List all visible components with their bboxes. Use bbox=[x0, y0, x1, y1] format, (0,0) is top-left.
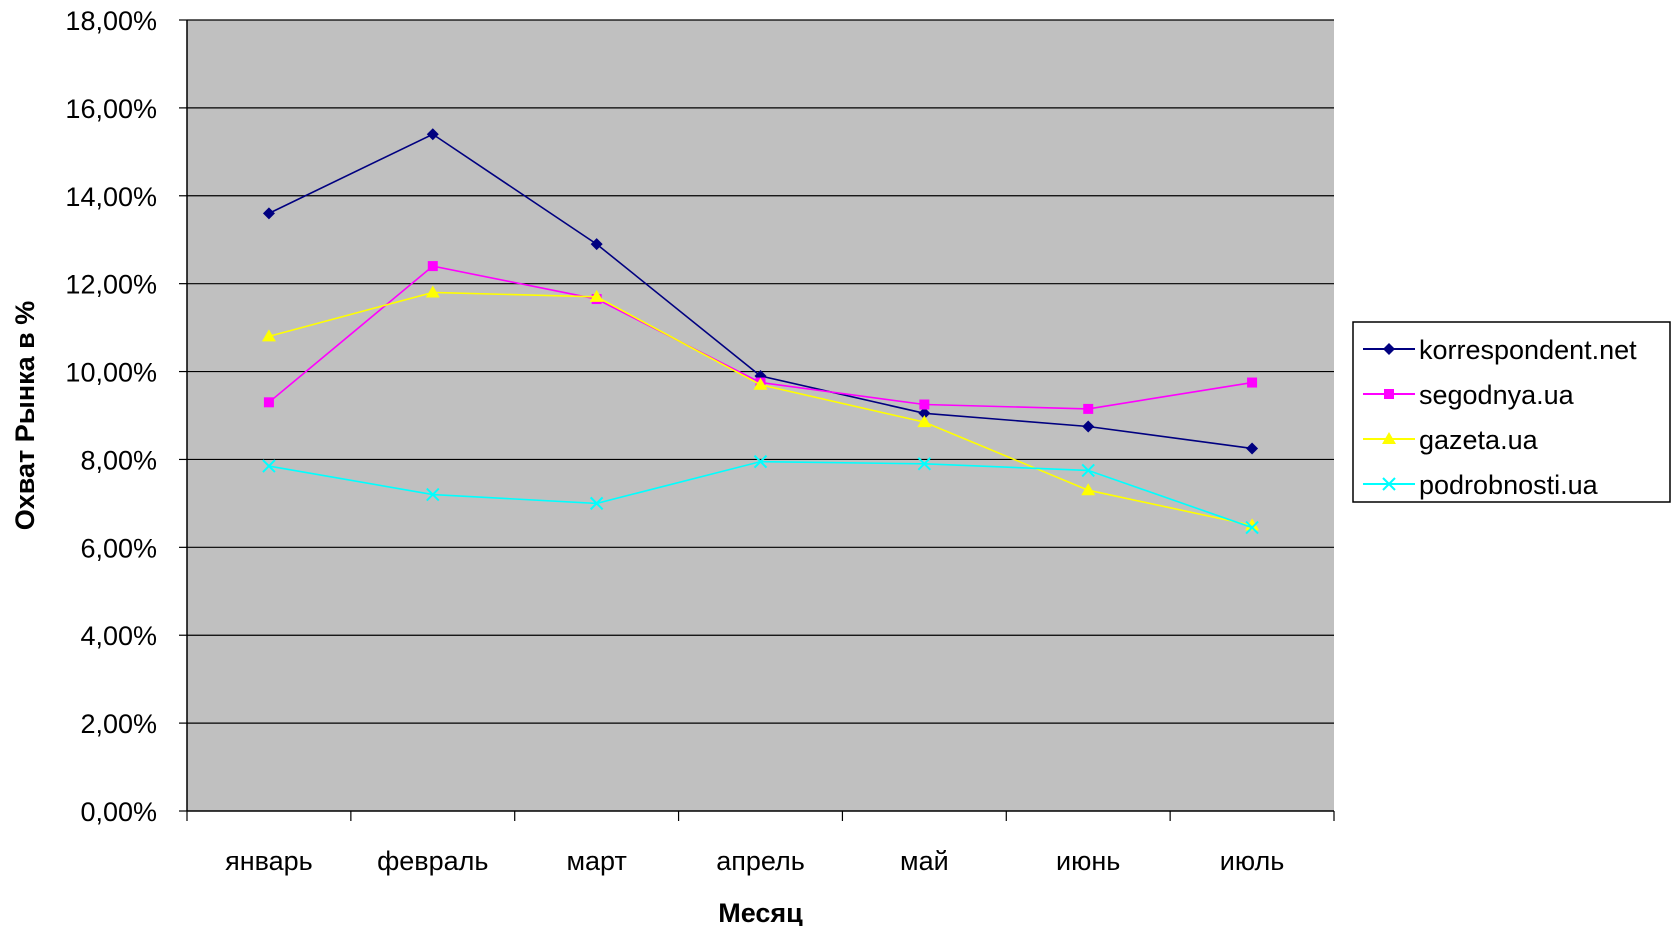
x-tick-label: январь bbox=[225, 846, 313, 876]
y-tick-label: 4,00% bbox=[80, 621, 157, 651]
legend-item: gazeta.ua bbox=[1363, 425, 1539, 455]
data-point bbox=[917, 457, 932, 471]
legend-item: korrespondent.net bbox=[1363, 335, 1637, 365]
legend-marker bbox=[1383, 343, 1395, 355]
data-point bbox=[1246, 442, 1259, 455]
data-point bbox=[753, 454, 768, 469]
y-tick-label: 0,00% bbox=[80, 797, 157, 827]
data-point bbox=[261, 329, 276, 342]
data-point bbox=[1082, 420, 1095, 433]
data-point bbox=[1245, 518, 1260, 531]
y-tick-label: 18,00% bbox=[65, 6, 157, 36]
x-tick-label: май bbox=[900, 846, 949, 876]
legend-label: gazeta.ua bbox=[1419, 425, 1539, 455]
data-point bbox=[1081, 483, 1096, 496]
x-tick-label: июнь bbox=[1056, 846, 1120, 876]
legend-label: podrobnosti.ua bbox=[1419, 470, 1599, 500]
data-point bbox=[1247, 377, 1258, 388]
series-podrobnosti.ua bbox=[262, 454, 1259, 535]
legend-marker bbox=[1382, 477, 1396, 491]
series-korrespondent.net bbox=[262, 128, 1259, 455]
plot-area: 0,00% 2,00% 4,00% 6,00% 8,00% 10,00% 12,00% 14,… bbox=[65, 6, 1335, 876]
x-tick-label: апрель bbox=[716, 846, 805, 876]
data-point bbox=[753, 377, 768, 390]
y-tick-label: 8,00% bbox=[80, 445, 157, 475]
legend-label: korrespondent.net bbox=[1419, 335, 1637, 365]
y-axis-title: Охват Рынка в % bbox=[10, 301, 40, 531]
data-point bbox=[263, 397, 274, 408]
data-point bbox=[918, 407, 931, 420]
data-point bbox=[1245, 520, 1259, 535]
data-point bbox=[262, 207, 275, 220]
x-tick-label: март bbox=[566, 846, 626, 876]
data-point bbox=[1081, 463, 1095, 478]
y-tick-label: 10,00% bbox=[65, 358, 157, 388]
legend-marker bbox=[1382, 432, 1396, 444]
y-tick-label: 14,00% bbox=[65, 182, 157, 212]
legend: korrespondent.net segodnya.ua gazeta.ua pod… bbox=[1352, 321, 1671, 503]
data-point bbox=[262, 459, 276, 473]
data-point bbox=[589, 289, 604, 302]
legend-marker bbox=[1384, 389, 1394, 399]
x-tick-label: июль bbox=[1220, 846, 1285, 876]
y-tick-label: 2,00% bbox=[80, 709, 157, 739]
data-point bbox=[1083, 403, 1094, 414]
legend-box bbox=[1352, 321, 1671, 503]
series-gazeta.ua bbox=[261, 285, 1260, 531]
data-point bbox=[426, 487, 440, 502]
data-point bbox=[426, 128, 439, 141]
data-point bbox=[425, 285, 440, 298]
legend-item: podrobnosti.ua bbox=[1363, 470, 1599, 500]
x-axis-title: Месяц bbox=[718, 898, 803, 926]
plot-background bbox=[187, 20, 1334, 811]
y-tick-label: 6,00% bbox=[80, 533, 157, 563]
y-tick-label: 16,00% bbox=[65, 94, 157, 124]
data-point bbox=[917, 415, 932, 428]
data-point bbox=[589, 496, 604, 511]
data-point bbox=[427, 261, 438, 272]
data-point bbox=[919, 399, 930, 410]
x-tick-label: февраль bbox=[377, 846, 488, 876]
legend-label: segodnya.ua bbox=[1419, 380, 1575, 410]
data-point bbox=[590, 238, 603, 251]
y-tick-label: 12,00% bbox=[65, 270, 157, 300]
legend-item: segodnya.ua bbox=[1363, 380, 1575, 410]
